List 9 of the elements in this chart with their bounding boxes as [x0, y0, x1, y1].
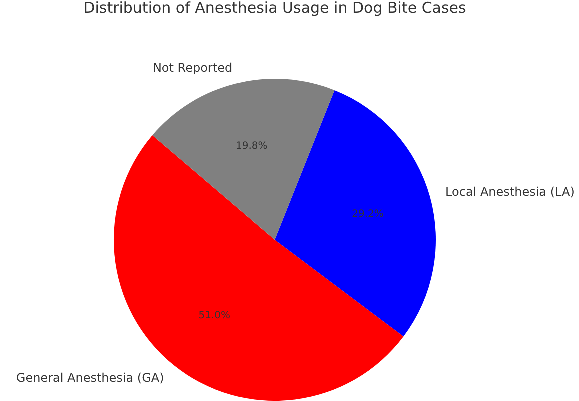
pie-slice: [275, 90, 436, 337]
slice-label: Not Reported: [152, 61, 233, 76]
slice-label: Local Anesthesia (LA): [446, 185, 575, 200]
data-label: 29.2%: [352, 208, 384, 220]
data-label: 51.0%: [198, 310, 230, 322]
data-label: 19.8%: [236, 141, 268, 152]
pie-slice: [152, 79, 335, 240]
chart-title: Distribution of Anesthesia Usage in Dog Bite Cases: [84, 0, 467, 18]
slice-label: General Anesthesia (GA): [16, 371, 164, 386]
